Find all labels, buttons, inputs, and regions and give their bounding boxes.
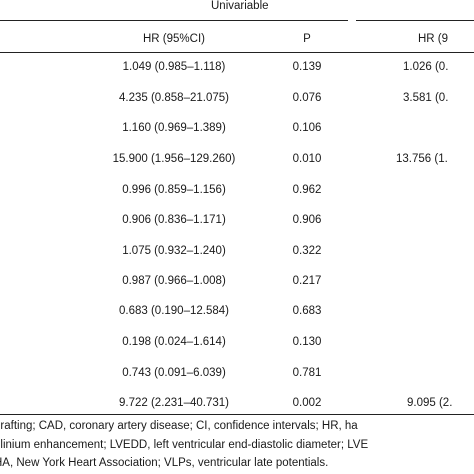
header-rule: [0, 52, 474, 53]
table-bottom-rule: [0, 414, 474, 415]
multivariable-hr-cell: 3.581 (0.: [403, 92, 449, 104]
hr-cell: 0.987 (0.966–1.008): [122, 275, 226, 287]
p-cell: 0.076: [292, 92, 322, 104]
hr-cell: 0.906 (0.836–1.171): [122, 214, 226, 226]
footnote-line-1: grafting; CAD, coronary artery disease; …: [0, 420, 358, 432]
multivariable-hr-column-header: HR (9: [418, 33, 449, 45]
footnote-line-2: olinium enhancement; LVEDD, left ventric…: [0, 439, 369, 451]
group-underline-left: [0, 20, 348, 21]
p-cell: 0.322: [292, 245, 322, 257]
footnote-line-3: HA, New York Heart Association; VLPs, ve…: [0, 457, 329, 469]
p-cell: 0.683: [292, 305, 322, 317]
hr-cell: 1.075 (0.932–1.240): [122, 245, 226, 257]
multivariable-hr-cell: 9.095 (2.: [407, 397, 453, 409]
hr-cell: 4.235 (0.858–21.075): [119, 92, 229, 104]
multivariable-hr-cell: 1.026 (0.: [403, 61, 449, 73]
hr-cell: 0.743 (0.091–6.039): [122, 367, 226, 379]
p-cell: 0.139: [292, 61, 322, 73]
p-cell: 0.962: [292, 184, 322, 196]
hr-cell: 15.900 (1.956–129.260): [112, 153, 236, 165]
p-cell: 0.130: [292, 336, 322, 348]
hr-cell: 9.722 (2.231–40.731): [119, 397, 229, 409]
p-cell: 0.217: [292, 275, 322, 287]
p-cell: 0.010: [292, 153, 322, 165]
hr-column-header: HR (95%CI): [143, 33, 205, 45]
p-cell: 0.002: [292, 397, 322, 409]
group-underline-right: [356, 20, 474, 21]
p-cell: 0.106: [292, 122, 322, 134]
hr-cell: 0.683 (0.190–12.584): [119, 305, 229, 317]
p-column-header: P: [303, 33, 311, 45]
hr-cell: 0.996 (0.859–1.156): [122, 184, 226, 196]
hr-cell: 1.049 (0.985–1.118): [122, 61, 226, 73]
univariable-group-title: Univariable: [211, 0, 269, 12]
hr-cell: 1.160 (0.969–1.389): [122, 122, 226, 134]
p-cell: 0.906: [292, 214, 322, 226]
p-cell: 0.781: [292, 367, 322, 379]
hr-cell: 0.198 (0.024–1.614): [122, 336, 226, 348]
multivariable-hr-cell: 13.756 (1.: [396, 153, 448, 165]
